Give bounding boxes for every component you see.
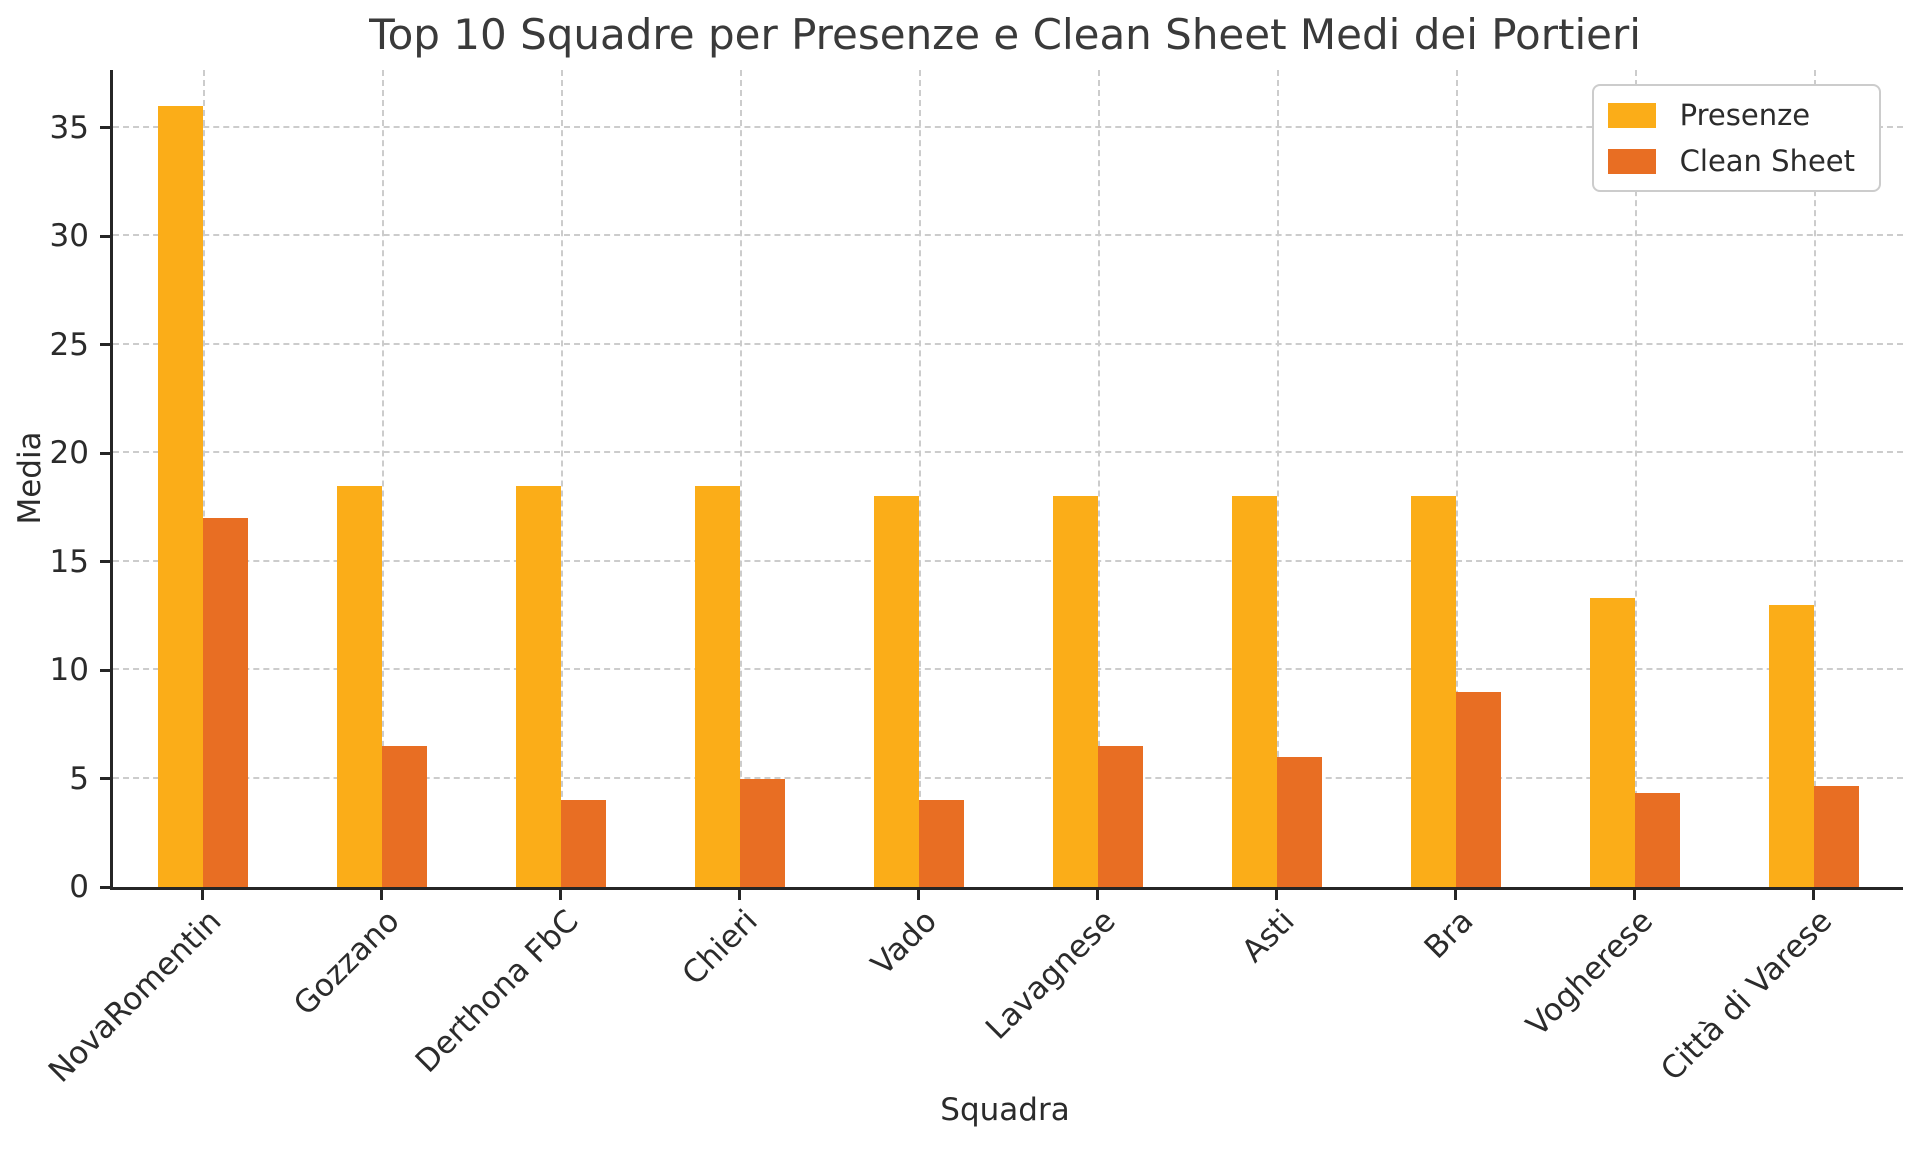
bar-clean-sheet-7 xyxy=(1455,691,1501,887)
gridline-v-1 xyxy=(381,70,384,887)
x-tick-label-2: Derthona FbC xyxy=(409,903,586,1080)
x-tick-label-7: Bra xyxy=(1418,903,1481,966)
y-tick-label-5: 5 xyxy=(69,760,89,797)
x-tick-label-3: Chieri xyxy=(675,903,765,993)
bar-presenze-8 xyxy=(1589,597,1635,887)
x-tick-mark-7 xyxy=(1454,887,1457,900)
legend-entry-clean-sheet: Clean Sheet xyxy=(1607,144,1855,178)
gridline-v-8 xyxy=(1634,70,1637,887)
bar-clean-sheet-0 xyxy=(202,518,248,887)
y-tick-label-10: 10 xyxy=(49,652,89,688)
plot-area: 0 5 10 15 20 25 30 35 NovaRomentin Gozzano Derthon… xyxy=(41,70,1903,1090)
bar-clean-sheet-8 xyxy=(1634,793,1680,887)
y-tick-mark-0 xyxy=(100,885,113,889)
gridline-v-2 xyxy=(560,70,563,887)
gridline-v-7 xyxy=(1455,70,1458,887)
bar-presenze-1 xyxy=(336,485,382,887)
bar-clean-sheet-4 xyxy=(918,800,964,887)
gridline-h-25 xyxy=(113,342,1903,345)
x-tick-label-9: Città di Varese xyxy=(1653,903,1839,1089)
bar-presenze-2 xyxy=(515,485,561,887)
y-tick-label-15: 15 xyxy=(49,543,89,580)
y-tick-label-0: 0 xyxy=(69,869,89,905)
y-tick-mark-15 xyxy=(100,560,113,564)
bar-presenze-0 xyxy=(157,105,203,887)
bar-presenze-7 xyxy=(1410,496,1456,887)
y-tick-mark-30 xyxy=(100,234,113,238)
gridline-h-10 xyxy=(113,668,1903,671)
y-tick-label-30: 30 xyxy=(49,218,89,254)
bar-clean-sheet-6 xyxy=(1276,756,1322,887)
bar-clean-sheet-1 xyxy=(381,745,427,887)
y-tick-label-25: 25 xyxy=(49,326,89,363)
x-tick-label-6: Asti xyxy=(1235,903,1302,970)
bar-presenze-4 xyxy=(873,496,919,887)
gridline-h-15 xyxy=(113,559,1903,562)
y-axis-label: Media xyxy=(12,431,48,525)
x-tick-mark-4 xyxy=(917,887,920,900)
legend-label-presenze: Presenze xyxy=(1679,98,1811,132)
gridline-v-3 xyxy=(739,70,742,887)
gridline-v-0 xyxy=(202,70,205,887)
bar-presenze-3 xyxy=(694,485,740,887)
bar-presenze-5 xyxy=(1052,496,1098,887)
legend: Presenze Clean Sheet xyxy=(1591,84,1881,192)
x-tick-mark-0 xyxy=(201,887,204,900)
x-tick-label-1: Gozzano xyxy=(287,903,407,1023)
gridline-v-5 xyxy=(1097,70,1100,887)
bar-presenze-9 xyxy=(1768,604,1814,887)
x-tick-mark-3 xyxy=(738,887,741,900)
bar-clean-sheet-5 xyxy=(1097,745,1143,887)
y-tick-mark-35 xyxy=(100,126,113,130)
x-tick-label-4: Vado xyxy=(864,903,944,983)
bar-presenze-6 xyxy=(1231,496,1277,887)
gridline-h-30 xyxy=(113,234,1903,237)
y-tick-label-35: 35 xyxy=(49,109,89,146)
x-tick-mark-9 xyxy=(1812,887,1815,900)
gridline-h-20 xyxy=(113,451,1903,454)
x-tick-label-5: Lavagnese xyxy=(979,903,1123,1047)
chart-title: Top 10 Squadre per Presenze e Clean Shee… xyxy=(369,10,1641,59)
bar-clean-sheet-2 xyxy=(560,800,606,887)
legend-entry-presenze: Presenze xyxy=(1607,98,1855,132)
x-tick-label-0: NovaRomentin xyxy=(41,903,228,1090)
gridline-v-9 xyxy=(1813,70,1816,887)
bar-clean-sheet-3 xyxy=(739,778,785,887)
gridline-v-6 xyxy=(1276,70,1279,887)
y-tick-mark-5 xyxy=(100,777,113,781)
gridline-h-5 xyxy=(113,776,1903,779)
legend-swatch-presenze xyxy=(1607,102,1656,128)
x-tick-mark-6 xyxy=(1275,887,1278,900)
y-tick-mark-20 xyxy=(100,451,113,455)
gridline-h-35 xyxy=(113,125,1903,128)
x-tick-mark-2 xyxy=(559,887,562,900)
y-tick-mark-10 xyxy=(100,668,113,672)
legend-swatch-clean-sheet xyxy=(1607,148,1656,174)
y-tick-label-20: 20 xyxy=(49,435,89,471)
x-tick-mark-1 xyxy=(380,887,383,900)
legend-label-clean-sheet: Clean Sheet xyxy=(1679,144,1855,178)
x-tick-mark-5 xyxy=(1096,887,1099,900)
bar-clean-sheet-9 xyxy=(1813,785,1859,887)
x-axis-label: Squadra xyxy=(940,1092,1070,1128)
y-tick-mark-25 xyxy=(100,343,113,347)
gridline-v-4 xyxy=(918,70,921,887)
x-tick-mark-8 xyxy=(1633,887,1636,900)
x-tick-label-8: Vogherese xyxy=(1519,903,1660,1044)
